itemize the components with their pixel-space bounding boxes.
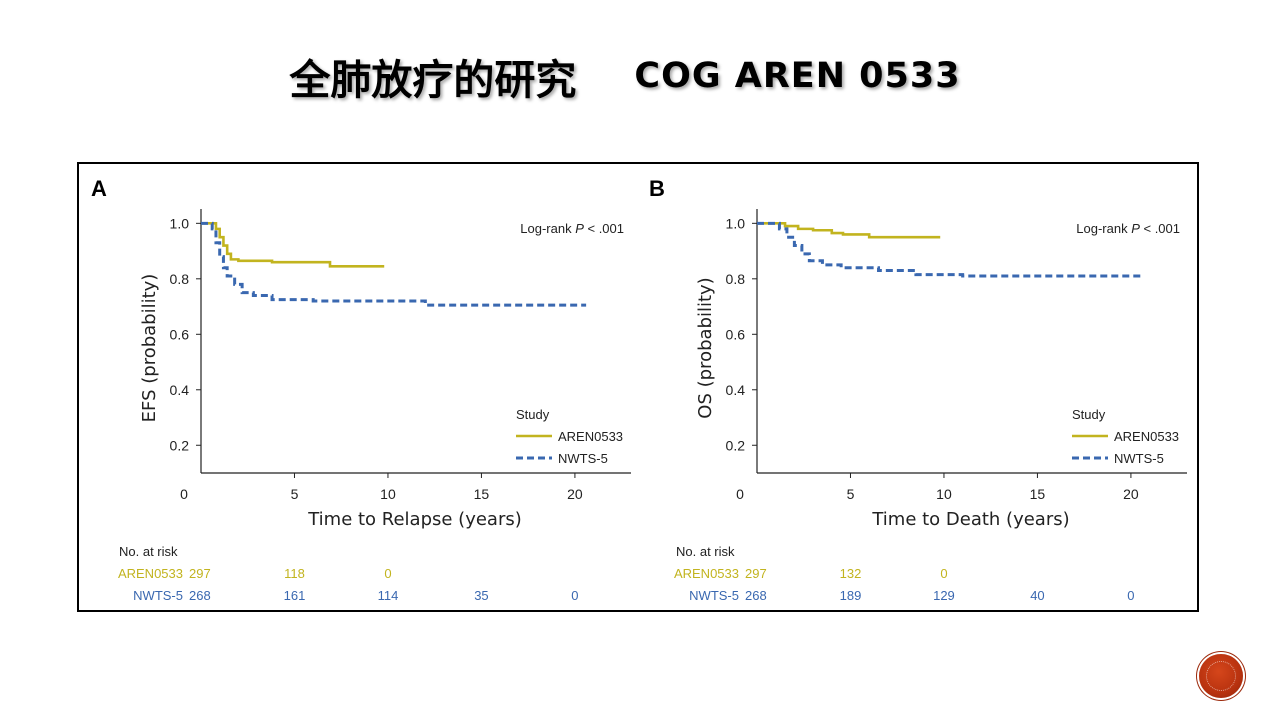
series-line-nwts-5 (201, 221, 587, 307)
y-axis-title: OS (probability) (695, 277, 716, 418)
legend: Study AREN0533 NWTS-5 (516, 407, 623, 466)
at-risk-value: 189 (840, 588, 862, 603)
x-tick-label: 10 (380, 486, 396, 502)
at-risk-table: No. at risk AREN0533 297 132 0 NWTS-5 268 189 12… (674, 544, 1135, 603)
series-line-aren0533 (757, 222, 941, 239)
x-axis-title: Time to Death (years) (871, 509, 1069, 530)
at-risk-value: 0 (571, 588, 578, 603)
at-risk-value: 118 (284, 566, 305, 581)
y-tick-label: 0.2 (726, 437, 746, 453)
at-risk-value: 0 (940, 566, 947, 581)
at-risk-value: 40 (1030, 588, 1044, 603)
y-tick-label: 1.0 (726, 215, 746, 231)
x-tick-label: 10 (936, 486, 952, 502)
chart-panel-a: A 0.2 0.4 0.6 0.8 1.0 0 5 10 15 20 Time to Relapse … (91, 176, 631, 603)
x-tick-label: 20 (567, 486, 583, 502)
at-risk-table: No. at risk AREN0533 297 118 0 NWTS-5 268 161 11… (118, 544, 579, 603)
logrank-annotation: Log-rank P < .001 (1076, 221, 1180, 236)
legend-title: Study (516, 407, 550, 422)
y-tick-label: 0.6 (170, 326, 190, 342)
legend: Study AREN0533 NWTS-5 (1072, 407, 1179, 466)
slide-title-english: COG AREN 0533 (634, 56, 961, 96)
next-slide-button[interactable] (1199, 654, 1243, 698)
chart-panel-b: B 0.2 0.4 0.6 0.8 1.0 0 5 10 15 20 Time to Death (y… (649, 176, 1187, 603)
x-tick-label: 5 (291, 486, 299, 502)
series-line-nwts-5 (757, 221, 1143, 278)
legend-label: AREN0533 (558, 429, 623, 444)
x-tick-label: 20 (1123, 486, 1139, 502)
at-risk-value: 268 (189, 588, 211, 603)
x-tick-label: 0 (180, 486, 188, 502)
y-axis-title: EFS (probability) (139, 274, 160, 423)
at-risk-value: 297 (745, 566, 767, 581)
at-risk-row-label: AREN0533 (118, 566, 183, 581)
slide-title: 全肺放疗的研究 COG AREN 0533 (0, 46, 1250, 106)
at-risk-value: 129 (933, 588, 955, 603)
y-tick-label: 0.4 (170, 382, 190, 398)
at-risk-value: 297 (189, 566, 211, 581)
series-line-aren0533 (201, 222, 385, 268)
at-risk-row-label: NWTS-5 (133, 588, 183, 603)
at-risk-header: No. at risk (119, 544, 178, 559)
panel-letter: A (91, 176, 107, 201)
x-tick-label: 15 (474, 486, 490, 502)
at-risk-value: 268 (745, 588, 767, 603)
y-tick-label: 0.4 (726, 382, 746, 398)
km-figure: A 0.2 0.4 0.6 0.8 1.0 0 5 10 15 20 Time to Relapse … (91, 176, 1187, 603)
panel-letter: B (649, 176, 665, 201)
legend-label: AREN0533 (1114, 429, 1179, 444)
legend-label: NWTS-5 (1114, 451, 1164, 466)
figure-frame: A 0.2 0.4 0.6 0.8 1.0 0 5 10 15 20 Time to Relapse … (77, 162, 1199, 612)
legend-title: Study (1072, 407, 1106, 422)
x-tick-label: 15 (1030, 486, 1046, 502)
x-tick-label: 0 (736, 486, 744, 502)
y-tick-label: 0.6 (726, 326, 746, 342)
x-tick-label: 5 (847, 486, 855, 502)
at-risk-value: 161 (284, 588, 306, 603)
legend-label: NWTS-5 (558, 451, 608, 466)
slide-title-chinese: 全肺放疗的研究 (289, 56, 577, 104)
at-risk-value: 0 (1127, 588, 1134, 603)
at-risk-value: 114 (378, 588, 399, 603)
y-tick-label: 0.8 (726, 271, 746, 287)
y-tick-label: 0.8 (170, 271, 190, 287)
at-risk-row-label: NWTS-5 (689, 588, 739, 603)
at-risk-header: No. at risk (676, 544, 735, 559)
at-risk-value: 35 (474, 588, 488, 603)
y-tick-label: 1.0 (170, 215, 190, 231)
at-risk-value: 0 (384, 566, 391, 581)
at-risk-row-label: AREN0533 (674, 566, 739, 581)
logrank-annotation: Log-rank P < .001 (520, 221, 624, 236)
x-axis-title: Time to Relapse (years) (307, 509, 522, 530)
y-tick-label: 0.2 (170, 437, 190, 453)
at-risk-value: 132 (840, 566, 862, 581)
